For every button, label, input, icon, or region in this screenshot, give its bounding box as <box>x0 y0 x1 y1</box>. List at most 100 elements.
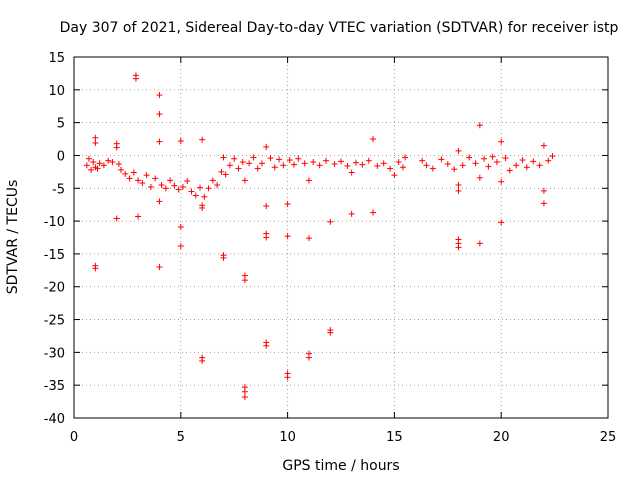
data-point <box>502 155 509 162</box>
y-tick-label: 5 <box>57 117 65 132</box>
data-point <box>489 153 496 160</box>
data-point <box>220 154 227 161</box>
data-point <box>429 165 436 172</box>
data-point <box>188 188 195 195</box>
data-point <box>263 202 270 209</box>
x-tick-label: 5 <box>177 430 185 445</box>
data-point <box>344 162 351 169</box>
data-point <box>374 162 381 169</box>
data-point <box>205 185 212 192</box>
data-point <box>241 177 248 184</box>
data-point <box>175 186 182 193</box>
data-point <box>92 139 99 146</box>
data-point <box>395 159 402 166</box>
data-point <box>327 218 334 225</box>
data-point <box>331 160 338 167</box>
x-axis-label: GPS time / hours <box>282 458 399 474</box>
y-axis-label: SDTVAR / TECUs <box>5 180 21 295</box>
data-point <box>455 181 462 188</box>
data-point <box>83 162 90 169</box>
data-point <box>135 213 142 220</box>
data-point <box>199 204 206 211</box>
data-point <box>113 215 120 222</box>
data-point <box>391 172 398 179</box>
data-point <box>476 174 483 181</box>
data-point <box>540 200 547 207</box>
y-tick-label: -10 <box>44 215 65 230</box>
data-point <box>530 158 537 165</box>
data-point <box>284 201 291 208</box>
data-point <box>423 162 430 169</box>
data-point <box>115 160 122 167</box>
data-point <box>276 156 283 163</box>
data-point <box>455 187 462 194</box>
data-point <box>284 374 291 381</box>
x-tick-label: 10 <box>279 430 296 445</box>
data-point <box>513 162 520 169</box>
data-point <box>498 219 505 226</box>
data-point <box>88 166 95 173</box>
data-point <box>143 172 150 179</box>
data-point <box>90 159 97 166</box>
data-point <box>323 157 330 164</box>
data-point <box>305 177 312 184</box>
data-point <box>540 187 547 194</box>
data-point <box>214 181 221 188</box>
data-point <box>177 223 184 230</box>
y-tick-label: -30 <box>44 346 65 361</box>
data-point <box>162 185 169 192</box>
data-point <box>305 354 312 361</box>
data-point <box>380 160 387 167</box>
data-point <box>540 142 547 149</box>
data-point <box>94 165 101 172</box>
data-point <box>139 180 146 187</box>
data-point <box>258 160 265 167</box>
y-tick-label: -20 <box>44 281 65 296</box>
data-point <box>459 162 466 169</box>
data-point <box>549 153 556 160</box>
data-point <box>348 169 355 176</box>
data-point <box>135 177 142 184</box>
data-point <box>263 143 270 150</box>
data-point <box>305 235 312 242</box>
x-tick-label: 0 <box>70 430 78 445</box>
y-tick-label: -15 <box>44 248 65 263</box>
data-point <box>444 160 451 167</box>
data-point <box>220 254 227 261</box>
data-point <box>167 177 174 184</box>
x-tick-label: 25 <box>600 430 617 445</box>
data-point <box>352 159 359 166</box>
data-point <box>316 162 323 169</box>
data-point <box>100 162 107 169</box>
x-tick-label: 15 <box>386 430 403 445</box>
axis-ticks: 0 5 10 15 20 25 15 10 5 0 -5 -10 -15 -20 -25 -30 -35 -40 <box>44 51 617 445</box>
y-tick-label: -35 <box>44 379 65 394</box>
data-point <box>291 161 298 168</box>
data-point <box>338 158 344 165</box>
data-point <box>327 329 334 336</box>
data-point <box>158 181 165 188</box>
data-point <box>419 157 426 164</box>
data-point <box>147 183 154 190</box>
data-point <box>241 393 248 400</box>
data-point <box>197 184 204 191</box>
y-tick-label: -40 <box>44 412 65 427</box>
data-point <box>85 155 92 162</box>
data-point <box>438 156 445 163</box>
data-point <box>493 159 500 166</box>
data-point <box>476 122 483 129</box>
data-point <box>192 192 199 199</box>
data-point <box>109 159 116 166</box>
data-point <box>179 183 186 190</box>
data-point <box>301 160 308 167</box>
data-point <box>498 138 505 145</box>
data-point <box>156 138 163 145</box>
data-point <box>519 157 526 164</box>
data-point <box>152 175 159 182</box>
data-point <box>399 164 406 171</box>
data-point <box>132 75 139 82</box>
data-point <box>271 164 278 171</box>
data-point <box>284 233 291 240</box>
data-point <box>156 92 163 99</box>
